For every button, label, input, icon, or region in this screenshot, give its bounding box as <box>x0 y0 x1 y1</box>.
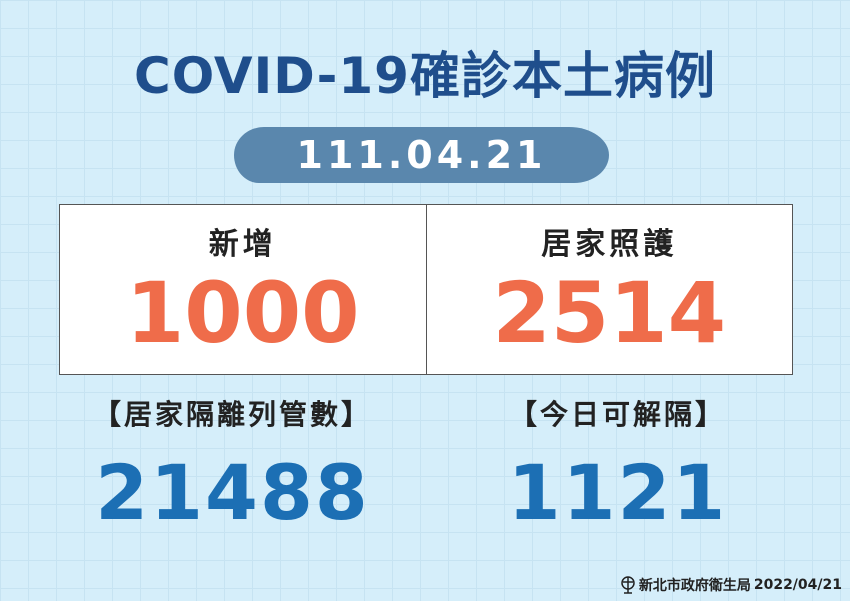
released-label: 【今日可解隔】 <box>508 398 726 431</box>
date-banner: 111.04.21 <box>234 127 609 183</box>
new-cases-cell: 新增 1000 <box>60 205 426 374</box>
released-value: 1121 <box>507 448 728 537</box>
stats-box: 新增 1000 居家照護 2514 <box>59 204 793 375</box>
home-care-cell: 居家照護 2514 <box>425 205 793 374</box>
new-taipei-health-logo-icon <box>621 576 635 594</box>
quarantine-label: 【居家隔離列管數】 <box>92 398 372 431</box>
home-care-label: 居家照護 <box>541 227 678 262</box>
page-title: COVID-19確診本土病例 <box>134 47 716 105</box>
footer: 新北市政府衛生局 2022/04/21 <box>620 575 842 595</box>
footer-org: 新北市政府衛生局 <box>638 578 751 594</box>
new-cases-value: 1000 <box>125 264 360 362</box>
quarantine-value: 21488 <box>95 448 370 537</box>
footer-date: 2022/04/21 <box>753 577 842 593</box>
home-care-value: 2514 <box>492 264 727 362</box>
new-cases-label: 新增 <box>208 227 277 262</box>
